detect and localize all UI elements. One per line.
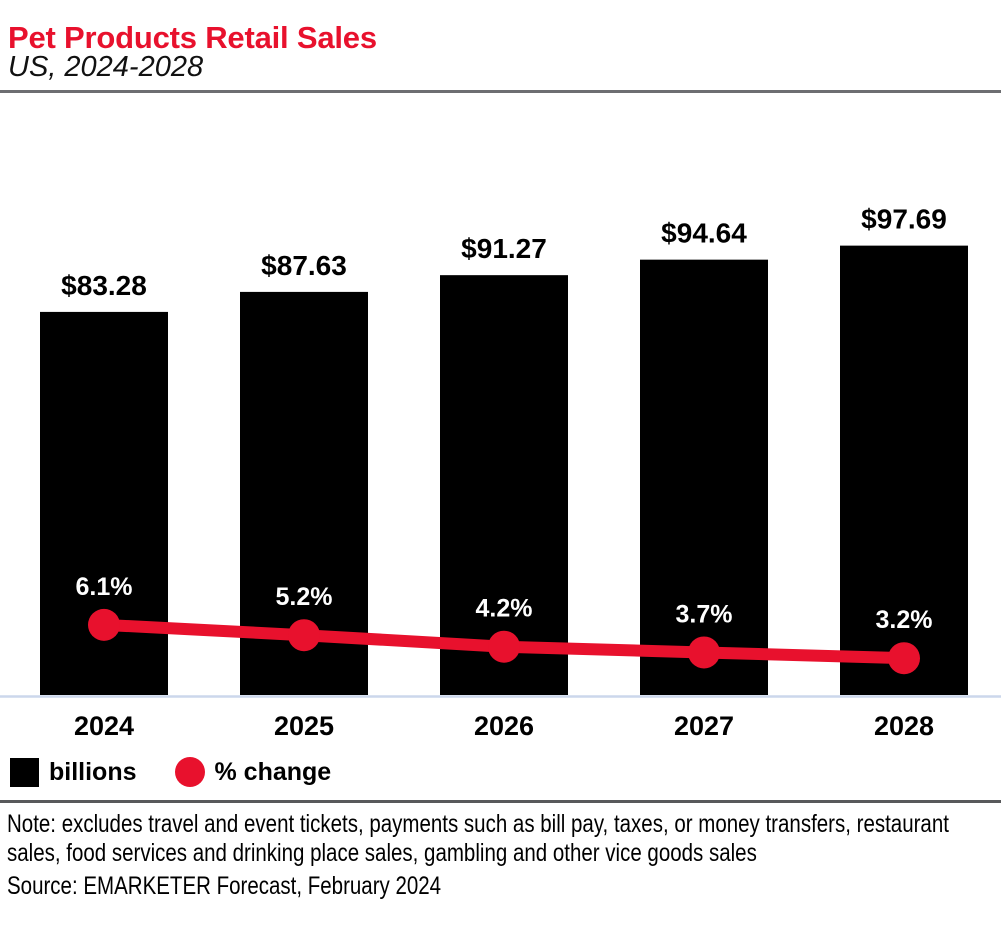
- pct-label-2028: 3.2%: [876, 606, 933, 634]
- pct-change-swatch-icon: [174, 757, 205, 787]
- pct-label-2027: 3.7%: [676, 600, 733, 628]
- legend-item-billions: billions: [10, 757, 137, 787]
- page-title: Pet Products Retail Sales: [8, 19, 377, 55]
- source-line: Source: EMARKETER Forecast, February 202…: [7, 872, 442, 900]
- bar-2027: [640, 259, 768, 695]
- chart-legend: billions % change: [10, 757, 331, 787]
- header-divider: [0, 90, 1001, 93]
- trend-dot-2026: [488, 630, 520, 663]
- trend-dot-2027: [688, 636, 720, 669]
- bar-2026: [440, 275, 568, 695]
- footnote: Note: excludes travel and event tickets,…: [7, 810, 949, 867]
- legend-label-pct-change: % change: [214, 757, 332, 786]
- bar-value-label-2024: $83.28: [61, 270, 147, 301]
- x-axis-label-2025: 2025: [274, 711, 334, 741]
- trend-dot-2024: [88, 608, 120, 641]
- footer-divider: [0, 800, 1001, 803]
- bar-value-label-2028: $97.69: [861, 204, 947, 235]
- chart-footer: Note: excludes travel and event tickets,…: [7, 810, 979, 901]
- bar-2028: [840, 245, 968, 695]
- legend-item-pct-change: % change: [174, 757, 332, 787]
- billions-swatch-icon: [10, 757, 39, 787]
- pct-label-2026: 4.2%: [476, 595, 533, 623]
- bar-value-label-2026: $91.27: [461, 233, 547, 264]
- x-axis-label-2024: 2024: [74, 711, 134, 741]
- legend-label-billions: billions: [49, 757, 137, 786]
- bar-value-label-2025: $87.63: [261, 250, 347, 281]
- x-axis-label-2028: 2028: [874, 711, 934, 741]
- pct-label-2025: 5.2%: [276, 583, 333, 611]
- trend-dot-2028: [888, 642, 920, 675]
- pct-label-2024: 6.1%: [76, 573, 133, 601]
- trend-dot-2025: [288, 619, 320, 652]
- x-axis-label-2026: 2026: [474, 711, 534, 741]
- x-axis-label-2027: 2027: [674, 711, 734, 741]
- bar-value-label-2027: $94.64: [661, 218, 747, 249]
- page-subtitle: US, 2024-2028: [8, 51, 204, 83]
